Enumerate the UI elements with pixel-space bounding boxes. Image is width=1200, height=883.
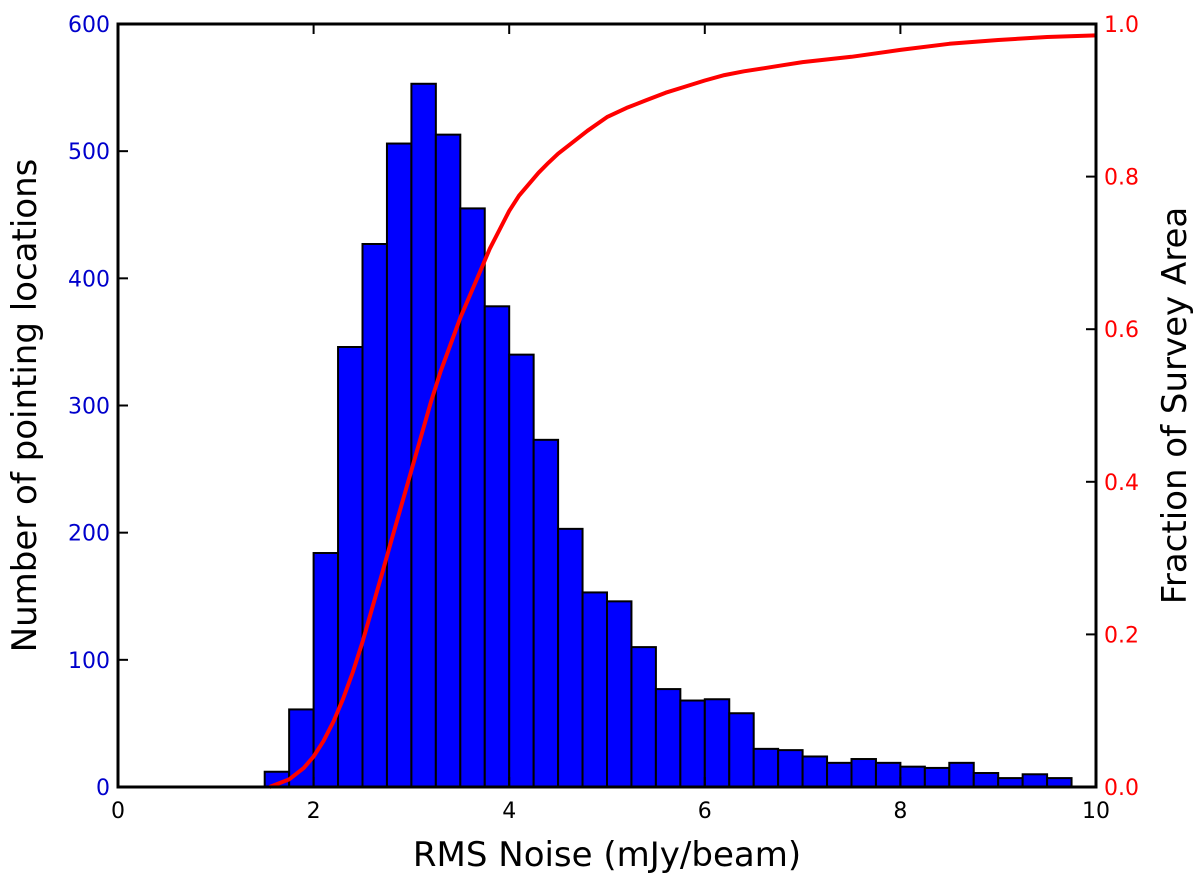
y-tick-label: 400 [68, 267, 110, 292]
x-tick-label: 8 [893, 799, 907, 824]
x-tick-label: 10 [1082, 799, 1110, 824]
y-tick-label: 300 [68, 395, 110, 420]
cumulative-line-layer [268, 33, 1097, 789]
x-tick-label: 0 [111, 799, 125, 824]
histogram-bar [508, 353, 535, 788]
histogram-bar [679, 699, 706, 789]
y2-axis-tick-labels: 0.0 0.2 0.4 0.6 0.8 1.0 [1104, 13, 1139, 801]
histogram-bar [361, 242, 388, 788]
y2-tick-label: 0.2 [1104, 623, 1139, 648]
y2-tick-label: 1.0 [1104, 13, 1139, 38]
histogram-bar [385, 142, 413, 788]
histogram-bars [263, 82, 1073, 789]
histogram-bar [874, 761, 902, 788]
axis-ticks [117, 23, 1097, 788]
y-tick-label: 500 [68, 140, 110, 165]
y-tick-label: 600 [68, 13, 110, 38]
histogram-bar [703, 698, 731, 789]
y-tick-label: 0 [96, 776, 110, 801]
y2-tick-label: 0.8 [1104, 166, 1139, 191]
histogram-bar [606, 600, 633, 788]
histogram-bar [557, 527, 584, 789]
histogram-bar [777, 749, 804, 788]
histogram-bar [434, 133, 462, 788]
x-axis-tick-labels: 0 2 4 6 8 10 [111, 799, 1110, 824]
y2-tick-label: 0.0 [1104, 776, 1139, 801]
histogram-bar [630, 646, 657, 788]
histogram-bar [923, 766, 951, 788]
histogram-bar [410, 82, 437, 789]
histogram-bar [581, 591, 608, 788]
y2-tick-label: 0.6 [1104, 318, 1139, 343]
y-tick-label: 100 [68, 649, 110, 674]
histogram-bar [899, 765, 926, 788]
histogram-bar [948, 761, 975, 788]
histogram-bar [654, 688, 682, 788]
cumulative-fraction-line [268, 33, 1097, 789]
histogram-bar [459, 207, 486, 788]
histogram-bar [483, 305, 511, 788]
histogram-bar [972, 772, 1000, 788]
y-tick-label: 200 [68, 522, 110, 547]
x-tick-label: 2 [307, 799, 321, 824]
y2-axis-title: Fraction of Survey Area [1155, 207, 1195, 604]
histogram-bar [850, 758, 877, 788]
y2-tick-label: 0.4 [1104, 471, 1139, 496]
x-tick-label: 6 [698, 799, 712, 824]
x-axis-title: RMS Noise (mJy/beam) [413, 835, 801, 875]
histogram-bar [801, 755, 829, 788]
y-axis-title: Number of pointing locations [5, 159, 45, 653]
y-axis-tick-labels: 0 100 200 300 400 500 600 [68, 13, 110, 801]
histogram-bar [826, 761, 853, 788]
x-tick-label: 4 [502, 799, 516, 824]
histogram-bar [728, 712, 755, 789]
histogram-bar [532, 438, 560, 788]
histogram-bar [1021, 773, 1049, 788]
histogram-bar [337, 346, 364, 788]
histogram-bar [752, 747, 780, 788]
